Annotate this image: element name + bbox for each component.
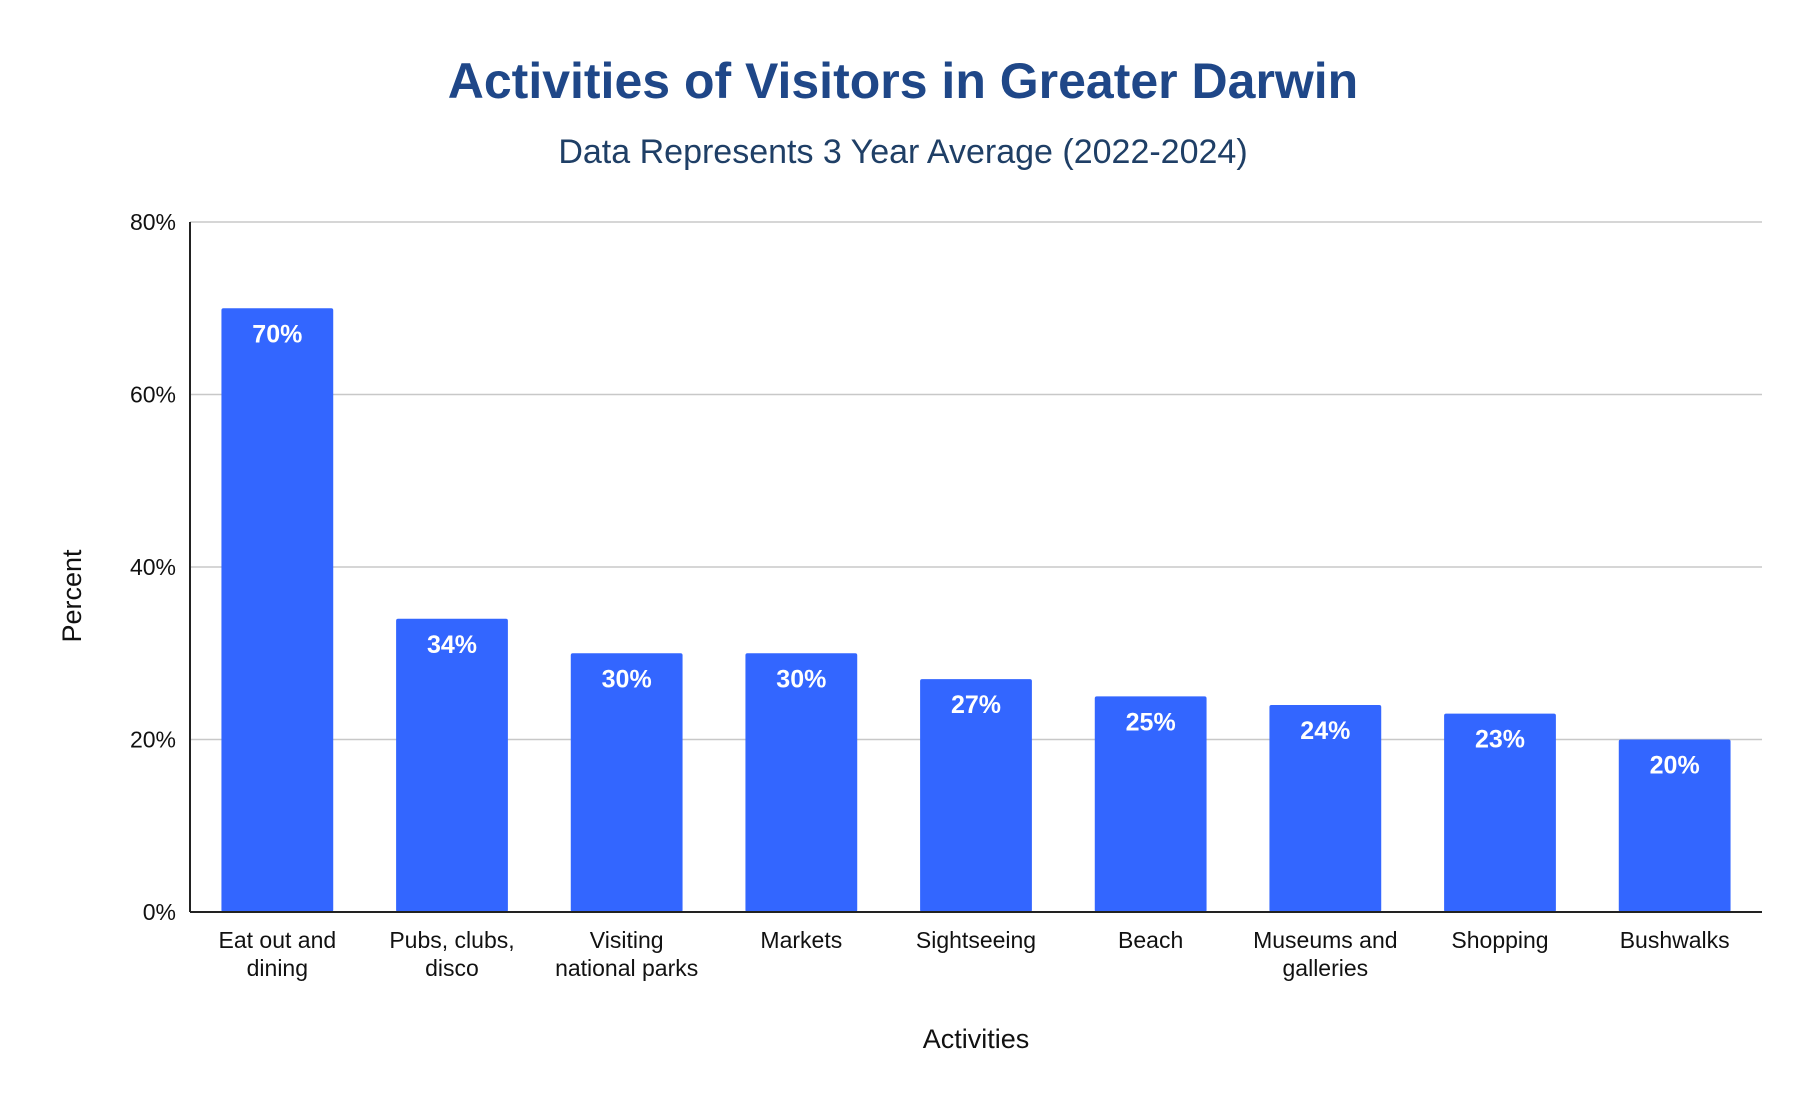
bars	[221, 308, 1731, 912]
bar	[396, 618, 508, 912]
bar	[1444, 713, 1556, 912]
data-labels: 70% 34% 30% 30% 27% 25% 24% 23% 20%	[252, 320, 1699, 779]
bar	[1094, 696, 1207, 912]
x-category-label-line: Markets	[760, 927, 842, 953]
bar	[1269, 705, 1382, 912]
y-tick-label: 40%	[130, 554, 176, 580]
x-category-label: Museums and galleries	[1253, 927, 1397, 981]
data-label: 70%	[252, 320, 302, 348]
bar	[1618, 739, 1731, 912]
x-category-label: Sightseeing	[916, 927, 1036, 953]
data-label: 30%	[602, 665, 652, 693]
y-tick-label: 20%	[130, 727, 176, 753]
y-tick-label: 80%	[130, 209, 176, 235]
x-category-label-line: Beach	[1118, 927, 1183, 953]
data-label: 27%	[951, 691, 1001, 719]
x-category-label-line: Visiting	[590, 927, 664, 953]
y-tick-label: 60%	[130, 382, 176, 408]
y-axis-title: Percent	[57, 549, 87, 643]
chart-subtitle: Data Represents 3 Year Average (2022-202…	[558, 133, 1247, 171]
data-label: 30%	[776, 665, 826, 693]
x-category-label-line: Pubs, clubs,	[389, 927, 514, 953]
chart-title: Activities of Visitors in Greater Darwin	[448, 53, 1358, 109]
x-category-label: Markets	[760, 927, 842, 953]
x-axis-title: Activities	[923, 1024, 1030, 1054]
x-category-label: Pubs, clubs, disco	[389, 927, 514, 981]
data-label: 34%	[427, 631, 477, 659]
x-category-label-line: Sightseeing	[916, 927, 1036, 953]
data-label: 25%	[1126, 708, 1176, 736]
data-label: 24%	[1300, 717, 1350, 745]
bar	[570, 653, 683, 912]
x-category-label: Eat out and dining	[219, 927, 337, 981]
x-category-label-line: Bushwalks	[1620, 927, 1730, 953]
x-category-label: Visiting national parks	[555, 927, 698, 981]
x-category-label-line: Eat out and	[219, 927, 337, 953]
x-category-label: Shopping	[1451, 927, 1548, 953]
bar	[221, 308, 334, 912]
bar	[745, 653, 858, 912]
x-category-label-line: disco	[425, 955, 479, 981]
x-category-label-line: Shopping	[1451, 927, 1548, 953]
bar	[920, 679, 1032, 912]
x-category-label: Beach	[1118, 927, 1183, 953]
x-category-label-line: dining	[247, 955, 308, 981]
data-label: 20%	[1650, 752, 1700, 780]
x-axis-categories: Eat out and dining Pubs, clubs, disco Visiti…	[219, 927, 1730, 981]
x-category-label-line: galleries	[1283, 955, 1369, 981]
y-tick-label: 0%	[143, 899, 176, 925]
y-axis-ticks: 0% 20% 40% 60% 80%	[130, 209, 176, 925]
data-label: 23%	[1475, 726, 1525, 754]
x-category-label-line: Museums and	[1253, 927, 1397, 953]
x-category-label: Bushwalks	[1620, 927, 1730, 953]
x-category-label-line: national parks	[555, 955, 698, 981]
